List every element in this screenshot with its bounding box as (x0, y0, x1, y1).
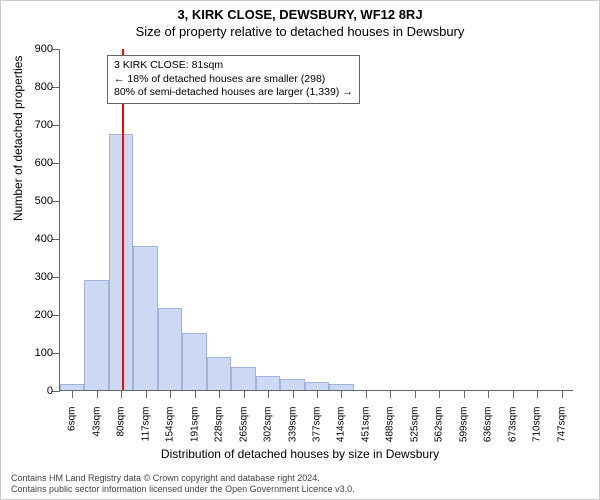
x-tick (366, 390, 367, 398)
bar (305, 382, 329, 390)
bar (158, 308, 182, 390)
y-tick-label: 600 (23, 157, 53, 169)
annotation-line1: 3 KIRK CLOSE: 81sqm (114, 59, 353, 73)
y-tick-label: 500 (23, 195, 53, 207)
x-tick (341, 390, 342, 398)
y-tick-label: 800 (23, 81, 53, 93)
y-tick-label: 200 (23, 309, 53, 321)
bar (182, 333, 206, 390)
chart-subtitle: Size of property relative to detached ho… (1, 24, 599, 39)
y-tick-label: 400 (23, 233, 53, 245)
y-tick (52, 163, 60, 164)
y-tick (52, 277, 60, 278)
y-tick (52, 391, 60, 392)
annotation-line2: ← 18% of detached houses are smaller (29… (114, 73, 353, 87)
x-tick (293, 390, 294, 398)
chart-area: 01002003004005006007008009006sqm43sqm80s… (59, 49, 573, 391)
x-axis-title: Distribution of detached houses by size … (1, 447, 599, 461)
bar (231, 367, 255, 390)
annotation-box: 3 KIRK CLOSE: 81sqm ← 18% of detached ho… (107, 55, 360, 104)
x-tick (170, 390, 171, 398)
annotation-line3: 80% of semi-detached houses are larger (… (114, 86, 353, 100)
y-tick (52, 125, 60, 126)
x-tick (195, 390, 196, 398)
y-tick-label: 100 (23, 347, 53, 359)
chart-container: 3, KIRK CLOSE, DEWSBURY, WF12 8RJ Size o… (0, 0, 600, 500)
chart-title: 3, KIRK CLOSE, DEWSBURY, WF12 8RJ (1, 7, 599, 22)
y-tick-label: 300 (23, 271, 53, 283)
x-tick (415, 390, 416, 398)
x-tick (439, 390, 440, 398)
x-tick (390, 390, 391, 398)
bar (133, 246, 157, 390)
footnote-line1: Contains HM Land Registry data © Crown c… (11, 473, 355, 484)
x-tick (121, 390, 122, 398)
y-tick-label: 0 (23, 385, 53, 397)
x-tick (464, 390, 465, 398)
x-tick (537, 390, 538, 398)
bar (84, 280, 108, 390)
footnote-line2: Contains public sector information licen… (11, 484, 355, 495)
x-tick (219, 390, 220, 398)
x-tick (488, 390, 489, 398)
x-tick (146, 390, 147, 398)
y-tick (52, 353, 60, 354)
y-tick (52, 239, 60, 240)
y-tick-label: 900 (23, 43, 53, 55)
x-tick (72, 390, 73, 398)
bar (256, 376, 280, 390)
y-tick (52, 315, 60, 316)
x-tick (513, 390, 514, 398)
y-tick-label: 700 (23, 119, 53, 131)
x-tick (244, 390, 245, 398)
x-tick (268, 390, 269, 398)
y-tick (52, 49, 60, 50)
y-tick (52, 201, 60, 202)
bar (207, 357, 231, 390)
footnote: Contains HM Land Registry data © Crown c… (11, 473, 355, 495)
bar (280, 379, 304, 390)
x-tick (317, 390, 318, 398)
x-tick (97, 390, 98, 398)
x-tick (562, 390, 563, 398)
y-tick (52, 87, 60, 88)
